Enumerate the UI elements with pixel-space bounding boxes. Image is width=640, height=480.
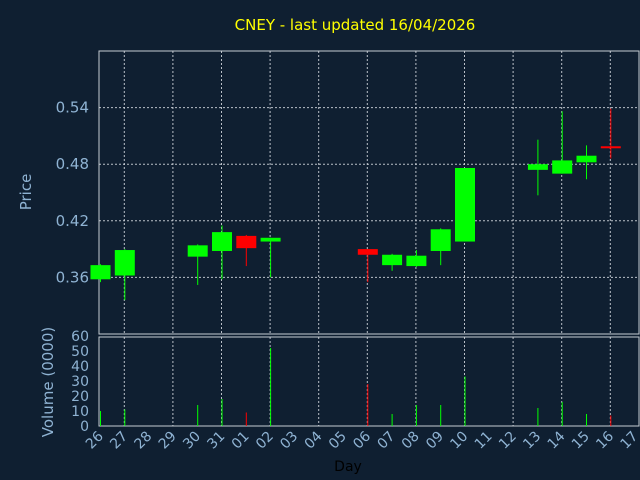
volume-tick-label: 0 <box>80 419 89 435</box>
price-tick-labels: 0.36 0.42 0.48 0.54 <box>56 99 89 287</box>
day-tick-label: 11 <box>472 429 496 453</box>
x-axis-label: Day <box>334 459 362 475</box>
y-axis-label: Price <box>17 174 35 211</box>
candle-body <box>114 250 135 276</box>
volume-tick-label: 10 <box>71 404 89 420</box>
candle-body <box>90 265 111 280</box>
candle-07 <box>382 253 403 271</box>
day-tick-label: 10 <box>447 429 471 453</box>
day-tick-label: 03 <box>277 429 301 453</box>
candle-14 <box>552 111 573 174</box>
price-tick-label: 0.36 <box>56 268 89 286</box>
candle-body <box>430 229 451 251</box>
candle-body <box>406 255 427 267</box>
volume-tick-label: 30 <box>71 374 89 390</box>
candle-02 <box>260 237 281 278</box>
day-tick-label: 30 <box>180 429 204 453</box>
candle-27 <box>114 249 135 301</box>
candle-15 <box>576 145 597 180</box>
candle-body <box>600 146 621 149</box>
candle-body <box>236 235 257 249</box>
day-tick-label: 07 <box>375 429 399 453</box>
candle-08 <box>406 250 427 268</box>
candle-body <box>260 237 281 242</box>
day-tick-label: 08 <box>399 429 423 453</box>
day-tick-label: 12 <box>496 429 520 453</box>
candles <box>90 108 621 301</box>
volume-tick-label: 60 <box>71 329 89 345</box>
day-tick-labels: 26 27 28 29 30 31 01 02 03 04 05 06 07 08 09 10 11 12 13 14… <box>83 428 640 452</box>
candle-body <box>382 254 403 266</box>
price-panel <box>98 50 640 335</box>
candle-26 <box>90 264 111 283</box>
candle-body <box>552 160 573 174</box>
price-tick-label: 0.48 <box>56 155 89 173</box>
volume-tick-label: 40 <box>71 359 89 375</box>
volume-axis-label: Volume (0000) <box>39 327 57 437</box>
candle-body <box>357 249 378 255</box>
day-tick-label: 06 <box>350 428 374 452</box>
day-tick-label: 29 <box>156 429 180 453</box>
candle-body <box>527 164 548 170</box>
candle-body <box>187 245 208 257</box>
day-tick-label: 15 <box>569 429 593 453</box>
volume-tick-label: 20 <box>71 389 89 405</box>
volume-panel <box>98 336 640 427</box>
day-tick-label: 01 <box>229 429 253 453</box>
day-tick-label: 09 <box>423 429 447 453</box>
candle-body <box>212 232 232 251</box>
candle-01 <box>236 234 257 267</box>
volume-bars <box>100 348 612 426</box>
candle-06 <box>357 249 378 283</box>
day-tick-label: 16 <box>593 428 617 452</box>
candle-body <box>576 155 597 163</box>
day-tick-label: 27 <box>107 429 131 453</box>
candle-16 <box>600 108 621 159</box>
day-tick-label: 31 <box>204 429 228 453</box>
candle-13 <box>527 139 548 196</box>
volume-tick-label: 50 <box>71 344 89 360</box>
day-tick-label: 04 <box>302 428 326 452</box>
candle-30 <box>187 244 208 285</box>
candle-10 <box>455 167 475 242</box>
day-tick-label: 05 <box>326 429 350 453</box>
day-tick-label: 02 <box>253 429 277 453</box>
candle-09 <box>430 228 451 266</box>
day-tick-label: 17 <box>618 429 640 453</box>
day-tick-label: 13 <box>520 429 544 453</box>
price-tick-label: 0.42 <box>56 212 89 230</box>
day-tick-label: 28 <box>132 429 156 453</box>
candle-body <box>455 167 475 242</box>
price-tick-label: 0.54 <box>56 99 89 117</box>
day-tick-label: 14 <box>545 428 569 452</box>
candle-31 <box>212 225 232 280</box>
chart-title: CNEY - last updated 16/04/2026 <box>235 16 476 34</box>
